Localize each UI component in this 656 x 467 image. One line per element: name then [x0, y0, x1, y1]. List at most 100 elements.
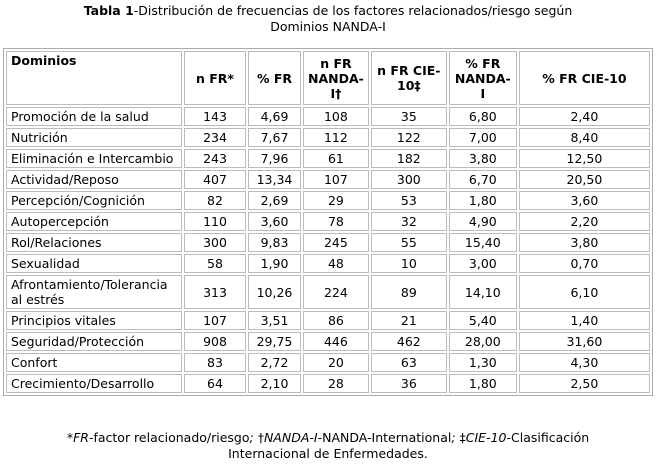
value-cell: 313 [184, 275, 246, 309]
domain-cell: Seguridad/Protección [6, 332, 182, 351]
value-cell: 3,00 [448, 254, 517, 273]
fn-abbr: FR [73, 430, 89, 445]
value-cell: 8,40 [518, 128, 650, 147]
value-cell: 3,80 [518, 233, 650, 252]
value-cell: 4,90 [448, 212, 517, 231]
value-cell: 21 [370, 311, 447, 330]
frequency-table: Dominios n FR*% FR n FR NANDA-I† n FR CIE-1… [3, 48, 653, 396]
table-row: Sexualidad 58 1,90 48 10 3,00 0,70 [6, 254, 650, 273]
value-cell: 224 [303, 275, 369, 309]
table-row: Principios vitales 107 3,51 86 21 5,40 1,40 [6, 311, 650, 330]
fn-abbr: CIE-10 [465, 430, 507, 445]
caption-label: Tabla 1 [83, 3, 134, 18]
value-cell: 182 [370, 149, 447, 168]
value-cell: 3,60 [248, 212, 301, 231]
column-header: n FR CIE-10‡ [370, 51, 447, 105]
value-cell: 300 [370, 170, 447, 189]
value-cell: 9,83 [248, 233, 301, 252]
domain-cell: Eliminación e Intercambio [6, 149, 182, 168]
table-row: Confort 83 2,72 20 63 1,30 4,30 [6, 353, 650, 372]
value-cell: 3,60 [518, 191, 650, 210]
table-row: Promoción de la salud 143 4,69 108 35 6,80 2,4… [6, 107, 650, 126]
fn-sep: ; [451, 430, 460, 445]
value-cell: 110 [184, 212, 246, 231]
value-cell: 53 [370, 191, 447, 210]
fn-abbr: NANDA-I [263, 430, 318, 445]
value-cell: 63 [370, 353, 447, 372]
value-cell: 36 [370, 374, 447, 393]
value-cell: 12,50 [518, 149, 650, 168]
value-cell: 1,40 [518, 311, 650, 330]
value-cell: 122 [370, 128, 447, 147]
fn-line2: Internacional de Enfermedades. [228, 446, 428, 461]
value-cell: 5,40 [448, 311, 517, 330]
domain-cell: Actividad/Reposo [6, 170, 182, 189]
value-cell: 112 [303, 128, 369, 147]
fn-text: -factor relacionado/riesgo [88, 430, 250, 445]
value-cell: 1,30 [448, 353, 517, 372]
table-row: Crecimiento/Desarrollo 64 2,10 28 36 1,80 2,50 [6, 374, 650, 393]
caption-text: -Distribución de frecuencias de los fact… [133, 3, 573, 18]
value-cell: 31,60 [518, 332, 650, 351]
value-cell: 10,26 [248, 275, 301, 309]
value-cell: 3,80 [448, 149, 517, 168]
fn-symbol: ‡ [459, 430, 466, 445]
value-cell: 82 [184, 191, 246, 210]
domain-cell: Promoción de la salud [6, 107, 182, 126]
table-row: Actividad/Reposo 407 13,34 107 300 6,70 20,50 [6, 170, 650, 189]
value-cell: 15,40 [448, 233, 517, 252]
column-header: Dominios [6, 51, 182, 105]
header-row: Dominios n FR*% FR n FR NANDA-I† n FR CIE-1… [6, 51, 650, 105]
column-header: % FR CIE-10 [518, 51, 650, 105]
value-cell: 10 [370, 254, 447, 273]
value-cell: 908 [184, 332, 246, 351]
table-row: Afrontamiento/Tolerancia al estrés 313 10,… [6, 275, 650, 309]
value-cell: 243 [184, 149, 246, 168]
value-cell: 7,96 [248, 149, 301, 168]
value-cell: 29,75 [248, 332, 301, 351]
value-cell: 7,67 [248, 128, 301, 147]
column-header: n FR NANDA-I† [303, 51, 369, 105]
domain-cell: Autopercepción [6, 212, 182, 231]
value-cell: 28 [303, 374, 369, 393]
domain-cell: Confort [6, 353, 182, 372]
domain-cell: Principios vitales [6, 311, 182, 330]
value-cell: 32 [370, 212, 447, 231]
column-header: n FR* [184, 51, 246, 105]
value-cell: 86 [303, 311, 369, 330]
value-cell: 20,50 [518, 170, 650, 189]
fn-symbol: † [257, 430, 264, 445]
table-row: Nutrición 234 7,67 112 122 7,00 8,40 [6, 128, 650, 147]
domain-cell: Rol/Relaciones [6, 233, 182, 252]
value-cell: 64 [184, 374, 246, 393]
domain-cell: Nutrición [6, 128, 182, 147]
value-cell: 78 [303, 212, 369, 231]
value-cell: 58 [184, 254, 246, 273]
value-cell: 4,69 [248, 107, 301, 126]
value-cell: 13,34 [248, 170, 301, 189]
table-row: Rol/Relaciones 300 9,83 245 55 15,40 3,80 [6, 233, 650, 252]
value-cell: 108 [303, 107, 369, 126]
fn-sep: ; [249, 430, 258, 445]
value-cell: 89 [370, 275, 447, 309]
value-cell: 234 [184, 128, 246, 147]
value-cell: 1,80 [448, 191, 517, 210]
column-header: % FR NANDA-I [448, 51, 517, 105]
value-cell: 300 [184, 233, 246, 252]
domain-cell: Sexualidad [6, 254, 182, 273]
value-cell: 35 [370, 107, 447, 126]
table-row: Seguridad/Protección 908 29,75 446 462 28,00 3… [6, 332, 650, 351]
value-cell: 462 [370, 332, 447, 351]
domain-cell: Percepción/Cognición [6, 191, 182, 210]
value-cell: 6,10 [518, 275, 650, 309]
footnote: *FR-factor relacionado/riesgo; †NANDA-I -… [0, 430, 656, 462]
fn-text: -Clasificación [506, 430, 590, 445]
fn-symbol: * [66, 430, 74, 445]
value-cell: 107 [303, 170, 369, 189]
value-cell: 29 [303, 191, 369, 210]
value-cell: 14,10 [448, 275, 517, 309]
column-header: % FR [248, 51, 301, 105]
value-cell: 20 [303, 353, 369, 372]
table-caption: Tabla 1-Distribución de frecuencias de l… [0, 3, 656, 35]
table-row: Autopercepción 110 3,60 78 32 4,90 2,20 [6, 212, 650, 231]
